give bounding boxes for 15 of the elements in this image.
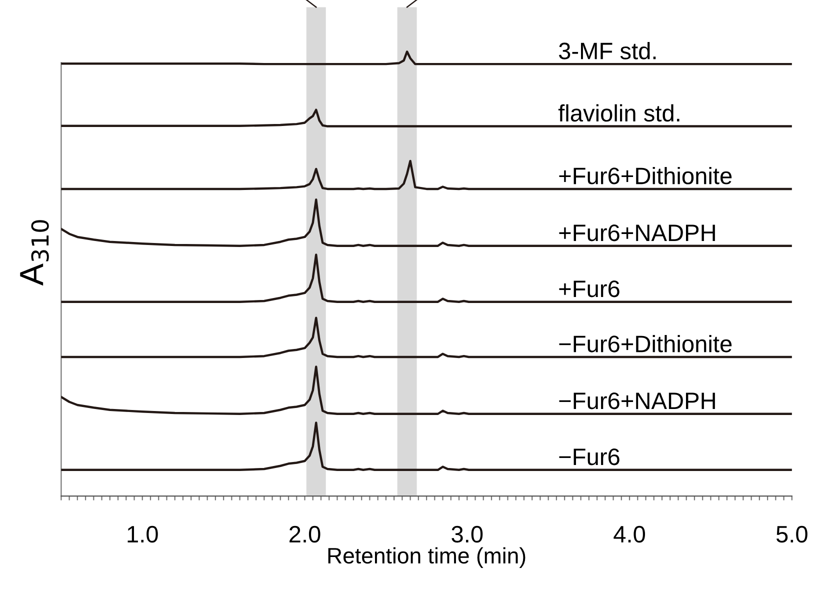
series-label: −Fur6+NADPH [559, 392, 715, 410]
series-label: +Fur6+NADPH [559, 224, 715, 242]
series-label: flaviolin std. [558, 104, 680, 122]
x-tick-label: 4.0 [614, 526, 646, 543]
x-tick-label: 2.0 [290, 526, 320, 543]
series-label: −Fur6 [559, 448, 620, 466]
y-axis-title: A$_{310}$ [20, 220, 49, 286]
series-label: −Fur6+Dithionite [559, 334, 732, 352]
x-axis-title: Retention time (min) [328, 547, 526, 568]
series-label: +Fur6 [559, 280, 620, 298]
x-tick-label: 1.0 [128, 526, 158, 543]
series-label: 3-MF std. [558, 42, 656, 60]
x-tick-label: 3.0 [452, 526, 483, 543]
x-tick-label: 5.0 [776, 526, 808, 543]
series-label: +Fur6+Dithionite [559, 166, 732, 184]
